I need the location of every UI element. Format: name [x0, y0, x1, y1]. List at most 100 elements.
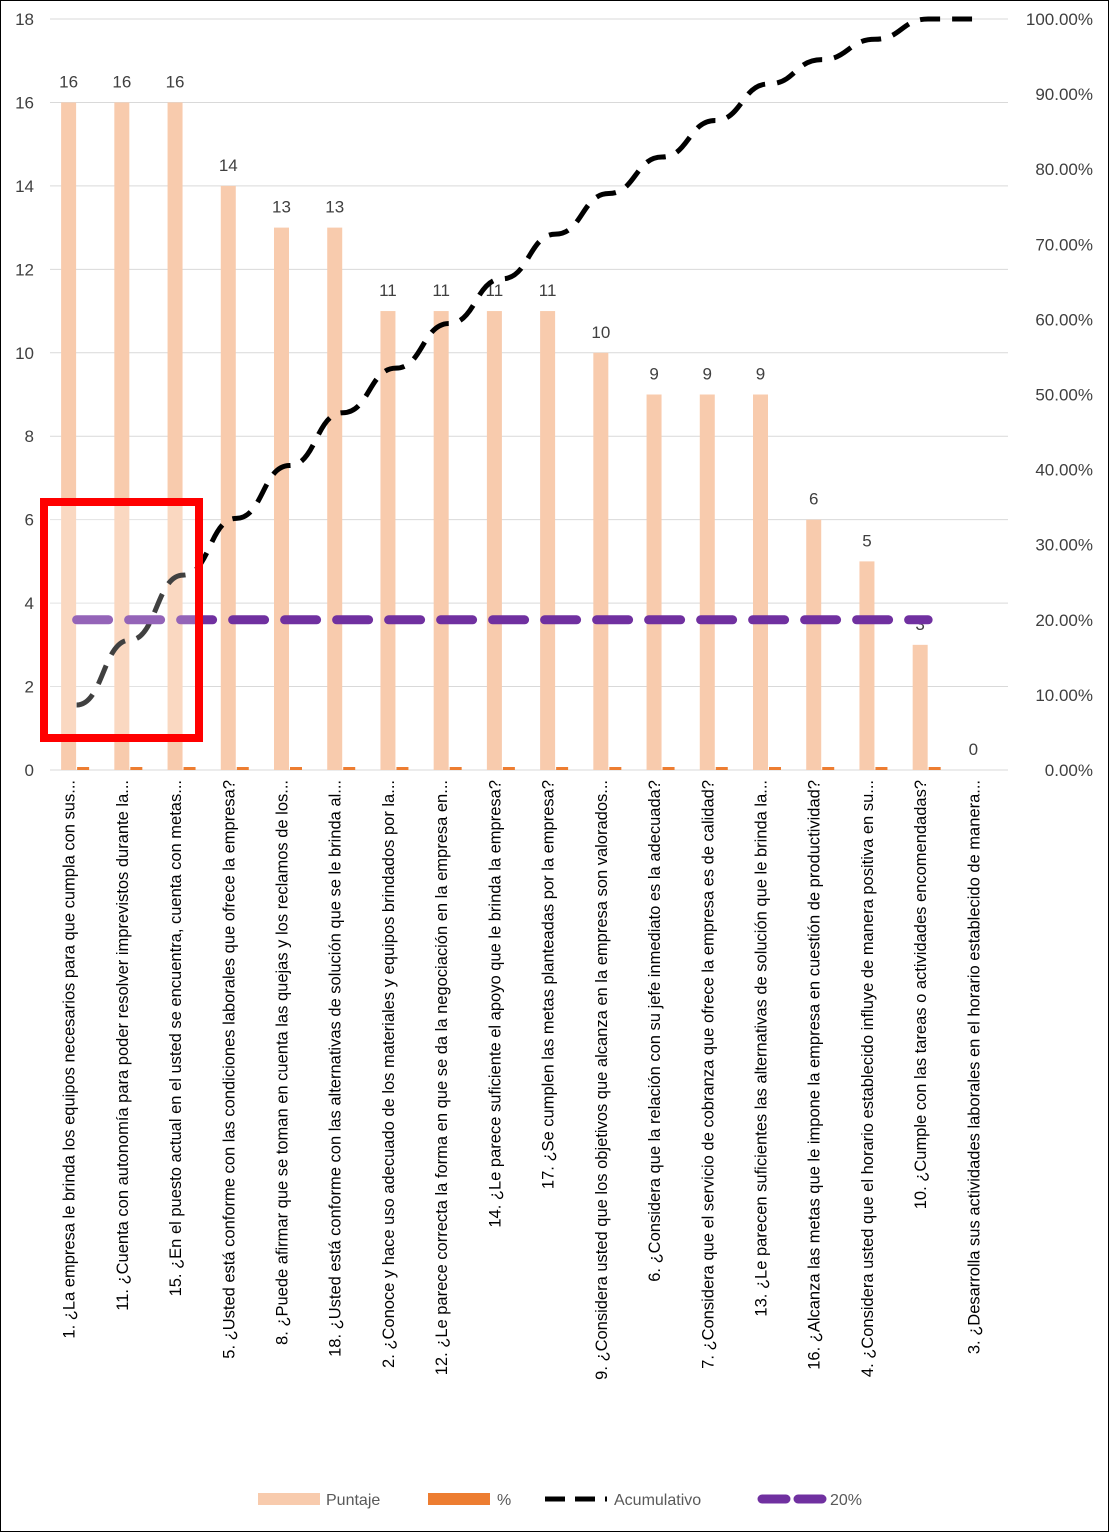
bar-percent: [875, 767, 888, 770]
bar-percent: [130, 767, 143, 770]
category-label: 7. ¿Considera que el servicio de cobranz…: [699, 780, 717, 1369]
category-label: 18. ¿Usted está conforme con las alterna…: [327, 780, 345, 1357]
bar-percent: [769, 767, 781, 770]
right-tick-label: 0.00%: [1045, 761, 1093, 780]
bar-data-label: 10: [591, 323, 610, 342]
right-tick-label: 80.00%: [1035, 160, 1093, 179]
category-label: 15. ¿En el puesto actual en el usted se …: [167, 780, 185, 1296]
gridlines: [50, 18, 1008, 771]
left-tick-label: 6: [25, 511, 34, 530]
category-label: 17. ¿Se cumplen las metas planteadas por…: [540, 780, 558, 1189]
left-tick-label: 10: [15, 344, 34, 363]
category-label: 9. ¿Considera usted que los objetivos qu…: [593, 780, 611, 1380]
category-label: 10. ¿Cumple con las tareas o actividades…: [912, 780, 930, 1209]
legend-label-20-percent: 20%: [830, 1492, 862, 1509]
category-label: 4. ¿Considera usted que el horario estab…: [859, 780, 877, 1377]
bar-data-label: 9: [649, 365, 658, 384]
bar-data-label: 16: [166, 72, 185, 91]
bar-puntaje: [274, 227, 289, 771]
bar-data-label: 9: [703, 365, 712, 384]
line-acumulativo: [76, 16, 982, 708]
red-highlight-box: [40, 498, 203, 742]
left-tick-label: 18: [15, 10, 34, 29]
bar-percent: [662, 767, 675, 770]
bar-data-label: 5: [862, 531, 871, 550]
bar-puntaje: [220, 185, 236, 770]
left-axis-ticks: 0 2 4 6 8 10 12 14 16 18: [15, 10, 34, 780]
legend-swatch-puntaje: [258, 1493, 320, 1505]
bar-puntaje: [859, 561, 875, 770]
percent-bars: [77, 767, 941, 770]
bar-puntaje: [753, 394, 768, 770]
right-axis-ticks: 0.00% 10.00% 20.00% 30.00% 40.00% 50.00% 60.00…: [1026, 10, 1093, 780]
bar-percent: [236, 767, 249, 770]
right-tick-label: 10.00%: [1035, 686, 1093, 705]
bar-data-label: 9: [756, 365, 765, 384]
right-tick-label: 90.00%: [1035, 85, 1093, 104]
legend-label-puntaje: Puntaje: [326, 1492, 380, 1509]
left-tick-label: 4: [25, 594, 34, 613]
bar-percent: [556, 767, 569, 770]
bar-puntaje: [912, 644, 928, 770]
right-tick-label: 20.00%: [1035, 611, 1093, 630]
bar-puntaje: [593, 352, 609, 770]
bar-percent: [396, 767, 409, 770]
category-labels: 1. ¿La empresa le brinda los equipos nec…: [61, 780, 984, 1380]
bar-percent: [502, 767, 515, 770]
left-tick-label: 8: [25, 427, 34, 446]
left-tick-label: 2: [25, 678, 34, 697]
legend-label-percent: %: [497, 1492, 511, 1509]
bar-percent: [928, 767, 941, 770]
bar-percent: [343, 767, 356, 770]
category-label: 11. ¿Cuenta con autonomía para poder res…: [114, 780, 132, 1311]
bar-percent: [449, 767, 462, 770]
bar-data-label: 11: [539, 281, 557, 300]
bar-data-label: 13: [272, 198, 291, 217]
bar-puntaje: [433, 311, 449, 770]
bar-percent: [822, 767, 835, 770]
bar-puntaje: [114, 102, 130, 770]
bar-puntaje: [167, 102, 183, 770]
puntaje-bars: [61, 102, 928, 771]
bar-data-label: 11: [432, 281, 450, 300]
bar-puntaje: [380, 311, 396, 770]
category-label: 13. ¿Le parecen suficientes las alternat…: [753, 780, 771, 1317]
category-label: 1. ¿La empresa le brinda los equipos nec…: [61, 780, 79, 1339]
bar-percent: [183, 767, 196, 770]
highlight-box: [40, 498, 203, 742]
left-tick-label: 16: [15, 93, 34, 112]
bar-data-label: 3: [915, 615, 924, 634]
right-tick-label: 60.00%: [1035, 310, 1093, 329]
right-tick-label: 100.00%: [1026, 10, 1093, 29]
bar-puntaje: [646, 394, 662, 770]
category-label: 2. ¿Conoce y hace uso adecuado de los ma…: [380, 780, 398, 1368]
bar-puntaje: [61, 102, 77, 770]
bar-percent: [77, 767, 90, 770]
right-tick-label: 70.00%: [1035, 235, 1093, 254]
category-label: 5. ¿Usted está conforme con las condicio…: [220, 780, 238, 1359]
bar-data-label: 14: [219, 156, 238, 175]
legend-swatch-percent: [428, 1493, 490, 1505]
bar-data-label: 0: [969, 740, 978, 759]
legend: Puntaje% Acumulativo 20%: [258, 1492, 862, 1509]
bar-puntaje: [699, 394, 715, 770]
bar-percent: [609, 767, 622, 770]
left-tick-label: 0: [25, 761, 34, 780]
right-tick-label: 50.00%: [1035, 386, 1093, 405]
bar-percent: [715, 767, 728, 770]
category-label: 8. ¿Puede afirmar que se toman en cuenta…: [274, 780, 292, 1345]
category-label: 12. ¿Le parece correcta la forma en que …: [433, 780, 451, 1375]
category-label: 16. ¿Alcanza las metas que le impone la …: [806, 780, 824, 1370]
bar-data-label: 16: [59, 72, 78, 91]
bar-data-label: 11: [379, 281, 397, 300]
bar-data-label: 6: [809, 490, 818, 509]
left-tick-label: 12: [15, 260, 34, 279]
bar-puntaje: [486, 311, 502, 770]
legend-label-acumulativo: Acumulativo: [614, 1492, 701, 1509]
category-label: 14. ¿Le parece suficiente el apoyo que l…: [486, 780, 504, 1228]
bar-puntaje: [806, 519, 822, 770]
bar-percent: [290, 767, 302, 770]
bar-puntaje: [540, 311, 556, 770]
